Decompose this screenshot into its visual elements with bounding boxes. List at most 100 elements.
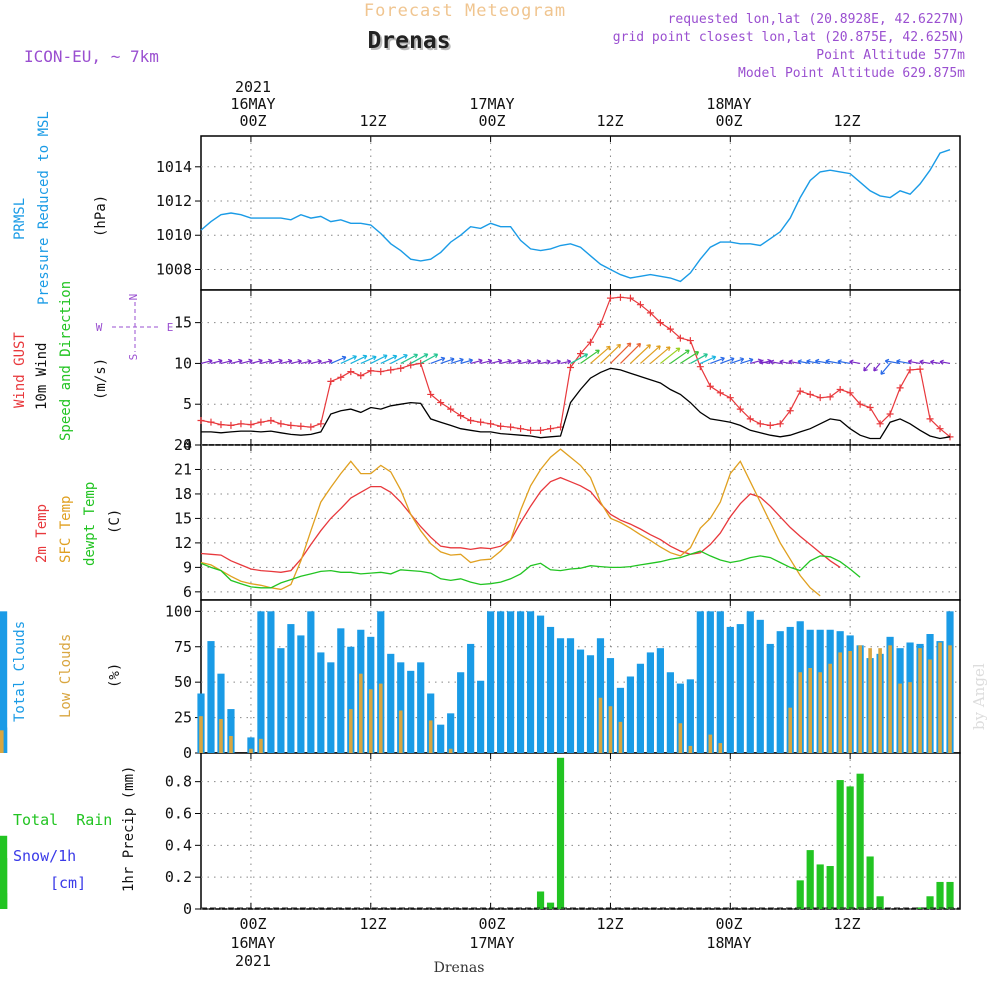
wind-direction-arrow (310, 359, 322, 365)
wind-direction-arrow (779, 359, 791, 365)
y-tick-label: 0.4 (165, 836, 192, 854)
wind-gust-marker (786, 407, 794, 415)
wind-direction-arrow (907, 359, 921, 365)
rain-bar (826, 866, 834, 909)
top-date-2: 17MAY (469, 95, 514, 113)
low-cloud-bar (259, 738, 263, 753)
low-cloud-bar (848, 651, 852, 753)
low-cloud-bar (618, 721, 623, 753)
bottom-date-3: 18MAY (706, 934, 751, 952)
y-tick-label: 1014 (156, 158, 192, 176)
low-cloud-bar (448, 748, 453, 753)
total-cloud-bar (726, 626, 734, 753)
wind-gust-marker (287, 421, 295, 429)
low-cloud-bar (688, 745, 693, 753)
station-name: Drenas (367, 28, 450, 54)
grid-point: grid point closest lon,lat (20.875E, 42.… (613, 30, 965, 45)
requested-point: requested lon,lat (20.8928E, 42.6227N) (668, 12, 965, 27)
rain-bar (816, 864, 824, 909)
rain-bar (846, 786, 854, 909)
total-cloud-bar (487, 611, 495, 753)
wind-direction-arrow (710, 356, 725, 364)
y-tick-label: 0.8 (165, 773, 192, 791)
wind-gust-marker (756, 420, 764, 428)
total-cloud-bar (706, 611, 714, 753)
temp-dew-label: dewpt Temp (82, 482, 98, 566)
total-cloud-bar (556, 638, 565, 753)
wind-gust-marker (766, 421, 774, 429)
total-cloud-bar (447, 713, 455, 753)
wind-direction-arrow (873, 363, 881, 372)
wind-gust-marker (377, 368, 385, 376)
wind-direction-arrow (390, 353, 408, 364)
temp-sfc-line (200, 448, 821, 597)
wind-direction-arrow (896, 358, 911, 365)
panel-frame (200, 289, 961, 446)
low-cloud-bar (398, 710, 403, 753)
rain-bar (946, 881, 954, 909)
wind-gust-marker (606, 294, 614, 302)
wind-gust-marker (666, 325, 674, 333)
wind-direction-arrow (640, 345, 661, 364)
wind-gust-marker (626, 294, 634, 302)
low-cloud-bar (798, 672, 803, 753)
rain-bar (0, 893, 8, 909)
rain-bar (916, 907, 924, 909)
y-tick-label: 100 (165, 602, 192, 620)
total-cloud-bar (457, 672, 465, 753)
wind-gust-marker (876, 420, 884, 428)
top-date-3: 18MAY (706, 95, 751, 113)
wind-gust-marker (706, 382, 714, 390)
wind-gust-marker (237, 420, 245, 428)
wind-direction-arrow (837, 359, 851, 365)
plot-area: 1008101010121014051015691215182124025507… (0, 135, 961, 918)
wind-direction-arrow (280, 358, 293, 365)
wind-direction-arrow (460, 358, 474, 364)
total-cloud-bar (0, 611, 8, 753)
wind-dir-label: Speed and Direction (58, 281, 74, 441)
bottom-tick-label-6: 12Z (833, 915, 860, 933)
compass-east: E (167, 321, 174, 334)
wind-gust-marker (297, 422, 305, 430)
clouds-total-label: Total Clouds (12, 621, 28, 722)
low-cloud-bar (428, 720, 433, 753)
wind-direction-arrow (430, 356, 446, 364)
wind-gust-marker (397, 364, 405, 372)
y-tick-label: 0.6 (165, 804, 192, 822)
wind-gust-marker (676, 334, 684, 342)
wind-gust-marker (656, 319, 664, 327)
pressure-label-2: Pressure Reduced to MSL (36, 111, 52, 305)
top-tick-label-6: 12Z (833, 112, 860, 130)
y-tick-label: 24 (174, 436, 192, 454)
low-cloud-bar (908, 682, 912, 753)
wind-direction-arrow (450, 357, 464, 364)
wind-gust-marker (776, 420, 784, 428)
footer-station: Drenas (434, 960, 485, 976)
wind-direction-arrow (690, 353, 708, 364)
total-cloud-bar (467, 643, 475, 753)
temp-dewpoint-line (200, 550, 861, 589)
total-cloud-bar (417, 662, 425, 753)
rain-bar (926, 896, 934, 909)
wind-gust-marker (616, 293, 624, 301)
total-cloud-bar (437, 724, 445, 753)
wind-gust-marker (517, 425, 525, 433)
wind-gust-marker (467, 417, 475, 425)
wind-direction-arrow (540, 359, 551, 365)
top-tick-label-3: 00Z (478, 112, 505, 130)
wind-direction-arrow (320, 358, 333, 365)
compass-west: W (96, 321, 103, 334)
wind-direction-arrow (530, 359, 542, 365)
total-cloud-bar (766, 643, 774, 753)
compass-north: N (127, 294, 140, 301)
bottom-tick-label-2: 12Z (359, 915, 386, 933)
total-cloud-bar (716, 611, 724, 753)
total-cloud-bar (227, 709, 235, 753)
wind-direction-arrow (440, 357, 455, 364)
total-cloud-bar (257, 611, 265, 753)
wind-gust-marker (547, 425, 555, 433)
wind-direction-arrow (250, 358, 263, 365)
total-cloud-bar (377, 611, 385, 753)
y-tick-label: 6 (183, 583, 192, 601)
wind-gust-marker (257, 418, 265, 426)
